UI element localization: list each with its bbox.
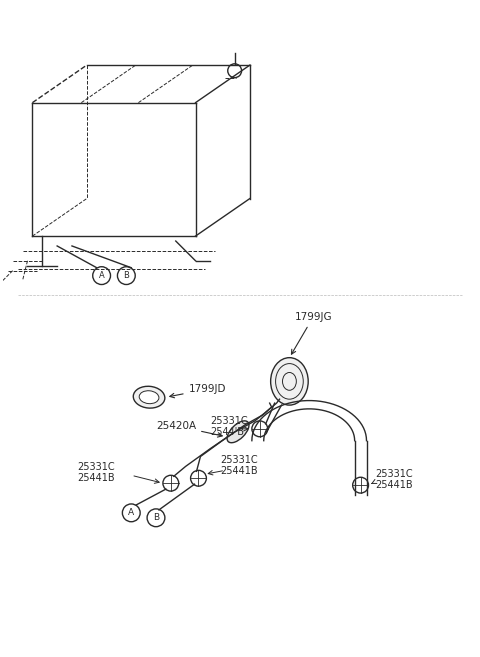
Ellipse shape (227, 421, 249, 443)
Circle shape (118, 267, 135, 284)
Text: A: A (99, 271, 105, 280)
Text: 25331C: 25331C (375, 469, 413, 479)
Text: A: A (128, 509, 134, 517)
Circle shape (163, 475, 179, 491)
Text: 2544'B: 2544'B (210, 427, 244, 437)
Circle shape (191, 470, 206, 486)
Text: 25331C: 25331C (210, 416, 248, 426)
Text: 1799JD: 1799JD (170, 384, 226, 397)
Circle shape (353, 477, 369, 493)
Text: 25441B: 25441B (77, 473, 115, 483)
Ellipse shape (139, 391, 159, 403)
Text: 25420A: 25420A (156, 421, 222, 437)
Circle shape (147, 509, 165, 527)
Ellipse shape (133, 386, 165, 408)
Text: B: B (123, 271, 129, 280)
Text: 25441B: 25441B (220, 466, 258, 476)
Circle shape (122, 504, 140, 522)
Text: 25331C: 25331C (220, 455, 258, 465)
Text: 25441B: 25441B (375, 480, 413, 490)
Circle shape (252, 421, 268, 437)
Text: 1799JG: 1799JG (291, 312, 332, 354)
Text: B: B (153, 513, 159, 522)
Text: 25331C: 25331C (77, 463, 115, 472)
Ellipse shape (271, 357, 308, 405)
Circle shape (93, 267, 110, 284)
